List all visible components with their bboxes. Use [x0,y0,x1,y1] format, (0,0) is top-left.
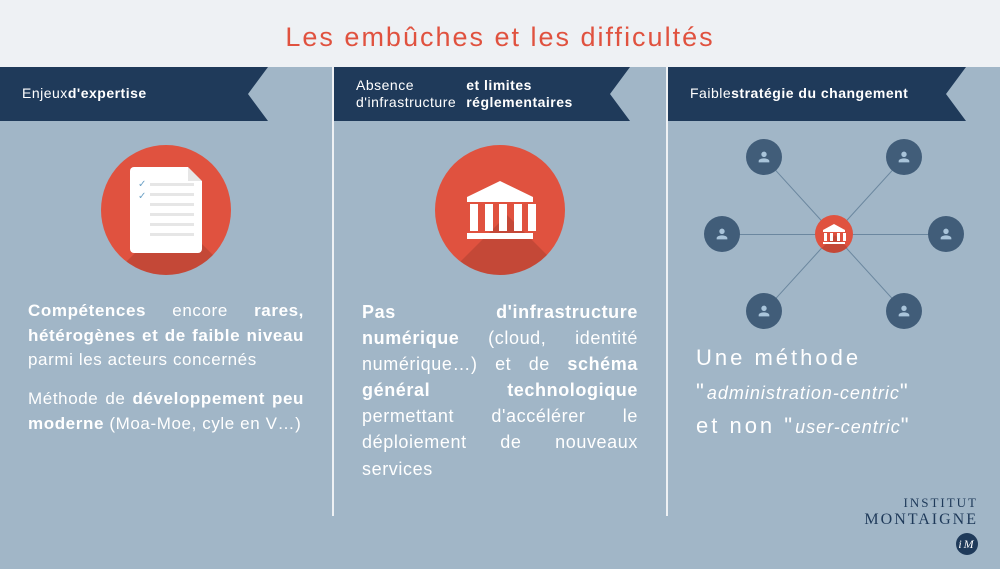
notepad-icon: ✓ ✓ [101,145,231,275]
person-node-icon [746,139,782,175]
ribbon-chevron-icon [604,67,630,121]
ribbon: Enjeuxd'expertise [0,67,332,121]
ribbon-chevron-icon [940,67,966,121]
ribbon: Absence d'infrastructureet limites régle… [334,67,666,121]
network-center-icon [815,215,853,253]
network-diagram [704,139,964,329]
column-body: Pas d'infrastructure numérique (cloud, i… [334,293,666,482]
logo-line2: MONTAIGNE [864,511,978,529]
ribbon-label: Absence d'infrastructureet limites régle… [334,67,604,121]
column-strategy: Faible stratégie du changement Une métho… [668,67,1000,516]
ribbon: Faible stratégie du changement [668,67,1000,121]
institut-montaigne-logo: INSTITUT MONTAIGNE iM [864,495,978,555]
column-icon-zone [334,121,666,293]
logo-line1: INSTITUT [864,495,978,511]
person-node-icon [928,216,964,252]
person-node-icon [746,293,782,329]
column-body: Une méthode"administration-centric"et no… [668,335,1000,443]
column-expertise: Enjeuxd'expertise ✓ ✓ [0,67,332,516]
person-node-icon [704,216,740,252]
logo-mark-icon: iM [956,533,978,555]
institution-icon [435,145,565,275]
column-body: Compétences encore rares, hétérogènes et… [0,293,332,436]
ribbon-chevron-icon [242,67,268,121]
infographic-page: Les embûches et les difficultés Enjeuxd'… [0,0,1000,569]
page-title: Les embûches et les difficultés [0,0,1000,67]
column-icon-zone: ✓ ✓ [0,121,332,293]
person-node-icon [886,293,922,329]
person-node-icon [886,139,922,175]
ribbon-label: Enjeuxd'expertise [0,67,242,121]
columns-container: Enjeuxd'expertise ✓ ✓ [0,67,1000,516]
column-infrastructure: Absence d'infrastructureet limites régle… [334,67,666,516]
ribbon-label: Faible stratégie du changement [668,67,940,121]
